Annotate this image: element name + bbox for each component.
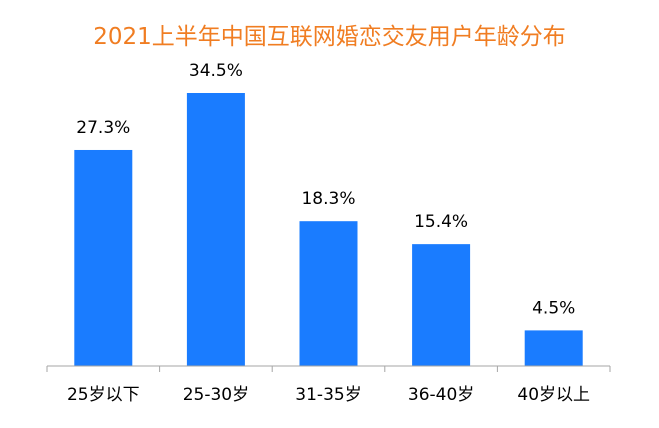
chart-title: 2021上半年中国互联网婚恋交友用户年龄分布 [93,24,566,50]
x-tick-label-5: 40岁以上 [517,385,590,405]
data-label-1: 27.3% [76,118,130,138]
bar-3 [299,221,358,366]
data-label-3: 18.3% [301,189,355,209]
x-tick-label-2: 25-30岁 [183,385,249,405]
x-tick-label-3: 31-35岁 [295,385,361,405]
x-axis-tick-labels-layer: 25岁以下 25-30岁 31-35岁 36-40岁 40岁以上 [67,385,590,405]
x-tick-label-1: 25岁以下 [67,385,140,405]
data-label-2: 34.5% [189,61,243,81]
bar-1 [74,149,133,366]
bars-layer [74,93,583,366]
data-label-5: 4.5% [532,298,575,318]
bar-2 [186,93,245,366]
bar-5 [524,330,583,366]
data-labels-layer: 27.3% 34.5% 18.3% 15.4% 4.5% [76,61,575,318]
x-tick-label-4: 36-40岁 [408,385,474,405]
bar-4 [412,244,471,366]
x-axis-ticks-layer [46,366,611,372]
data-label-4: 15.4% [414,212,468,232]
